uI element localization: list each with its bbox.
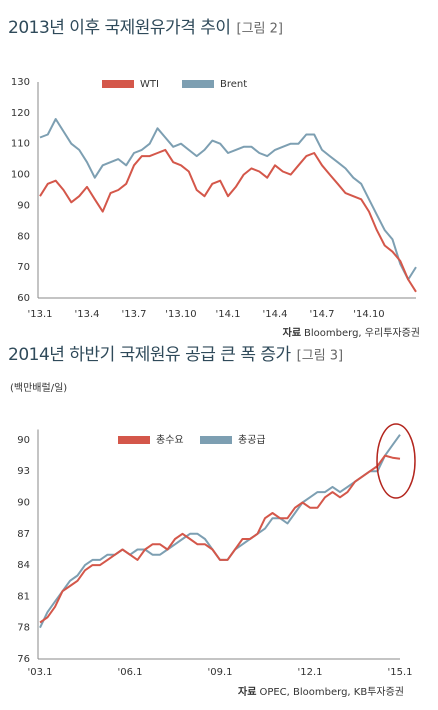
data-line [39, 148, 417, 293]
x-tick-label: '03.1 [27, 667, 52, 678]
source-label: 자료 [283, 326, 301, 339]
y-tick-label: 130 [11, 77, 30, 88]
legend-swatch [118, 436, 150, 444]
figure-label: [그림 2] [237, 22, 283, 37]
y-tick-label: 78 [17, 623, 30, 634]
y-tick-label: 100 [11, 170, 30, 181]
legend-swatch [200, 436, 232, 444]
y-tick-label: 90 [17, 498, 30, 509]
data-line [39, 434, 401, 629]
x-tick-label: '13.4 [74, 309, 99, 320]
x-tick-label: '13.7 [121, 309, 146, 320]
y-tick-label: 81 [17, 591, 30, 602]
data-line [39, 454, 401, 624]
y-tick-label: 93 [17, 466, 30, 477]
source-text: Bloomberg, 우리투자증권 [304, 327, 420, 339]
x-tick-label: '09.1 [207, 667, 232, 678]
y-tick-label: 90 [17, 435, 30, 446]
y-tick-label: 76 [17, 654, 30, 665]
y-tick-label: 60 [17, 293, 30, 304]
x-tick-label: '06.1 [117, 667, 142, 678]
y-tick-label: 90 [17, 200, 30, 211]
x-tick-label: '14.4 [262, 309, 287, 320]
legend-label: Brent [220, 79, 247, 90]
legend-label: 총수요 [156, 434, 184, 446]
legend-label: WTI [140, 79, 159, 90]
y-tick-label: 87 [17, 529, 30, 540]
legend-swatch [102, 80, 134, 88]
legend-label: 총공급 [238, 434, 266, 446]
x-tick-label: '13.1 [27, 309, 52, 320]
x-tick-label: '14.1 [215, 309, 240, 320]
highlight-ellipse [376, 423, 416, 499]
y-axis-label: (백만배럴/일) [10, 381, 67, 394]
y-tick-label: 80 [17, 231, 30, 242]
x-tick-label: '14.7 [309, 309, 334, 320]
y-tick-label: 84 [17, 560, 30, 571]
x-tick-label: '13.10 [165, 309, 196, 320]
chart-title: 2013년 이후 국제원유가격 추이 [8, 18, 231, 38]
y-tick-label: 70 [17, 262, 30, 273]
x-tick-label: '14.10 [353, 309, 384, 320]
x-tick-label: '12.1 [297, 667, 322, 678]
x-tick-label: '15.1 [387, 667, 412, 678]
y-tick-label: 110 [11, 139, 30, 150]
source-label: 자료 [238, 685, 256, 698]
legend-swatch [182, 80, 214, 88]
figure-label: [그림 3] [297, 349, 343, 364]
y-tick-label: 120 [11, 108, 30, 119]
data-line [39, 118, 417, 281]
chart-title: 2014년 하반기 국제원유 공급 큰 폭 증가 [8, 345, 292, 365]
source-text: OPEC, Bloomberg, KB투자증권 [259, 686, 404, 698]
